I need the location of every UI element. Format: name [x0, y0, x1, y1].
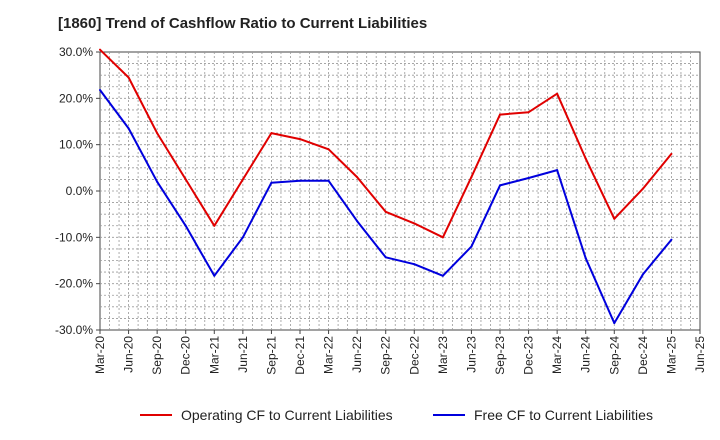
y-tick-label: 30.0% — [59, 45, 93, 59]
operating-cf-point — [670, 152, 673, 155]
free-cf-point — [156, 180, 159, 183]
x-tick-label: Mar-25 — [664, 336, 678, 374]
operating-cf-point — [613, 217, 616, 220]
x-tick-label: Sep-22 — [379, 336, 393, 375]
x-tick-label: Sep-23 — [493, 336, 507, 375]
x-tick-label: Jun-22 — [350, 336, 364, 373]
x-tick-label: Mar-21 — [207, 336, 221, 374]
x-tick-label: Dec-20 — [179, 336, 193, 375]
x-tick-label: Sep-20 — [150, 336, 164, 375]
operating-cf-point — [327, 148, 330, 151]
free-cf-point — [184, 224, 187, 227]
legend: Operating CF to Current Liabilities Free… — [140, 407, 653, 423]
operating-cf-point — [156, 132, 159, 135]
free-cf-point — [556, 169, 559, 172]
operating-cf-point — [241, 178, 244, 181]
x-tick-label: Jun-25 — [693, 336, 707, 373]
x-tick-label: Dec-21 — [293, 336, 307, 375]
y-axis-ticks: 30.0% 20.0% 10.0% 0.0% -10.0% -20.0% -30.0% — [55, 45, 100, 337]
y-tick-label: -30.0% — [55, 323, 93, 337]
chart-title: [1860] Trend of Cashflow Ratio to Curren… — [58, 15, 428, 32]
operating-cf-point — [556, 92, 559, 95]
x-tick-label: Jun-24 — [579, 336, 593, 373]
operating-cf-point — [356, 176, 359, 179]
free-cf-point — [270, 181, 273, 184]
x-tick-label: Sep-24 — [607, 336, 621, 375]
operating-cf-point — [299, 138, 301, 141]
operating-cf-point — [441, 236, 444, 239]
operating-cf-point — [470, 176, 473, 179]
y-tick-label: 20.0% — [59, 91, 93, 105]
free-cf-point — [584, 257, 587, 260]
free-cf-point — [299, 179, 301, 182]
y-tick-label: -10.0% — [55, 230, 93, 244]
x-tick-label: Dec-24 — [636, 336, 650, 375]
x-tick-label: Jun-20 — [122, 336, 136, 373]
operating-cf-point — [641, 187, 644, 190]
free-cf-point — [613, 322, 616, 325]
free-cf-point — [641, 273, 644, 276]
free-cf-point — [327, 179, 330, 182]
operating-cf-point — [584, 157, 587, 160]
x-axis-ticks: Mar-20 Jun-20 Sep-20 Dec-20 Mar-21 Jun-21 Sep-… — [93, 330, 707, 375]
horizontal-gridlines — [100, 63, 700, 319]
y-tick-label: -20.0% — [55, 277, 93, 291]
x-tick-label: Jun-21 — [236, 336, 250, 373]
free-cf-point — [213, 274, 216, 277]
free-cf-point — [99, 88, 101, 91]
operating-cf-point — [499, 113, 501, 116]
free-cf-point — [470, 245, 473, 248]
operating-cf-point — [527, 111, 530, 114]
legend-operating-cf-label: Operating CF to Current Liabilities — [181, 407, 393, 423]
free-cf-point — [127, 127, 130, 130]
free-cf-point — [241, 236, 244, 239]
free-cf-point — [670, 238, 673, 241]
x-tick-label: Mar-24 — [550, 336, 564, 374]
legend-free-cf-label: Free CF to Current Liabilities — [474, 407, 653, 423]
x-tick-label: Mar-20 — [93, 336, 107, 374]
operating-cf-point — [99, 48, 101, 51]
operating-cf-point — [213, 224, 216, 227]
x-tick-label: Mar-23 — [436, 336, 450, 374]
operating-cf-point — [184, 178, 187, 181]
x-tick-label: Dec-22 — [407, 336, 421, 375]
free-cf-point — [499, 184, 501, 187]
x-tick-label: Jun-23 — [464, 336, 478, 373]
free-cf-point — [527, 177, 530, 180]
series-lines — [99, 48, 673, 325]
operating-cf-point — [127, 76, 130, 79]
free-cf-point — [356, 220, 359, 223]
free-cf-point — [413, 263, 416, 266]
x-tick-label: Dec-23 — [522, 336, 536, 375]
free-cf-point — [384, 256, 387, 259]
operating-cf-point — [270, 132, 273, 135]
y-tick-label: 0.0% — [66, 184, 94, 198]
x-tick-label: Mar-22 — [322, 336, 336, 374]
y-tick-label: 10.0% — [59, 138, 93, 152]
free-cf-point — [441, 274, 444, 277]
x-tick-label: Sep-21 — [264, 336, 278, 375]
operating-cf-point — [413, 222, 416, 225]
operating-cf-point — [384, 210, 387, 213]
